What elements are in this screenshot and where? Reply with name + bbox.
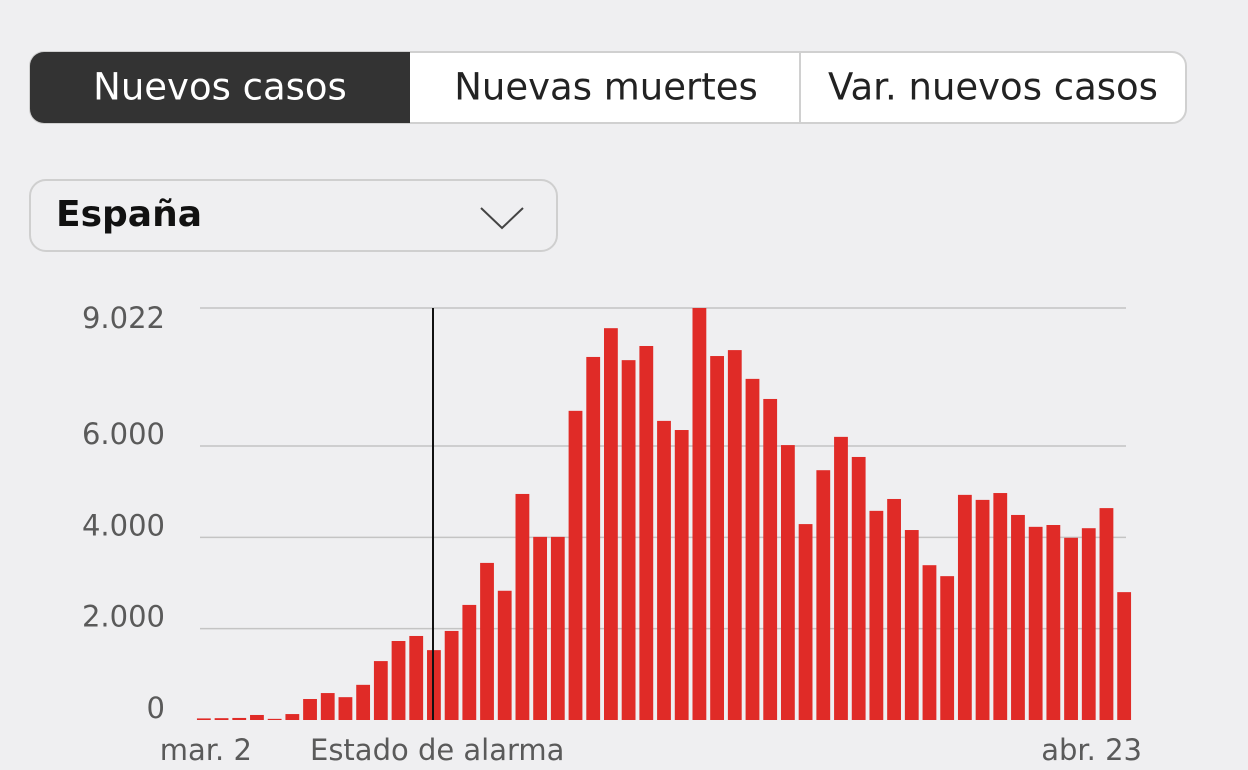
y-tick-label: 6.000: [82, 417, 165, 451]
bar: [710, 356, 724, 720]
bar: [922, 565, 937, 720]
dropdown[interactable]: España: [29, 179, 558, 252]
tab-label[interactable]: Nuevas muertes: [454, 66, 758, 109]
bar: [1099, 508, 1114, 720]
chevron: [480, 207, 524, 230]
bar: [851, 456, 866, 720]
x-tick-label: mar. 2: [160, 733, 252, 767]
bar: [1028, 526, 1043, 720]
bar: [550, 536, 565, 720]
bar: [621, 360, 636, 720]
bar: [1117, 592, 1132, 720]
bar: [887, 498, 901, 720]
bar: [1046, 525, 1061, 720]
bar: [834, 436, 848, 720]
bar: [497, 590, 512, 720]
x-tick-label: abr. 23: [1041, 733, 1142, 767]
bar: [267, 718, 282, 720]
bar: [462, 604, 477, 720]
bar: [533, 536, 548, 720]
bar: [816, 470, 831, 720]
bar: [674, 430, 689, 720]
bar: [993, 493, 1008, 720]
bar: [727, 350, 742, 720]
y-tick-label: 0: [147, 691, 165, 725]
tab[interactable]: Var. nuevos casos: [828, 66, 1158, 109]
dropdown-box[interactable]: [29, 179, 558, 252]
bar: [250, 714, 264, 720]
bar: [1011, 514, 1025, 720]
bar: [692, 308, 707, 720]
bar: [480, 562, 494, 720]
bar: [586, 356, 601, 720]
bar: [285, 714, 300, 720]
bar: [1064, 537, 1078, 720]
tab-label[interactable]: Var. nuevos casos: [828, 66, 1158, 109]
tab[interactable]: Nuevos casos: [93, 66, 347, 109]
bar: [975, 499, 990, 720]
bar: [604, 328, 618, 720]
bar: [657, 420, 671, 720]
bar: [373, 661, 388, 720]
bar: [763, 398, 778, 720]
bar: [957, 494, 972, 720]
bar: [940, 576, 955, 720]
y-tick-label: 4.000: [82, 508, 165, 542]
bar: [798, 524, 813, 720]
bar: [232, 717, 247, 720]
bar: [745, 378, 760, 720]
bar: [639, 345, 654, 720]
active-tab-bg: [30, 52, 410, 123]
bar: [904, 530, 919, 720]
bar: [780, 445, 795, 720]
bar: [409, 635, 424, 720]
bar: [515, 493, 530, 720]
bar: [214, 718, 229, 720]
dropdown-label[interactable]: España: [56, 194, 202, 235]
chart: 0 2.000 4.000 6.000 9.022 mar. 2 abr. 23 Estado…: [82, 301, 1142, 767]
bar: [1081, 528, 1096, 720]
bar: [320, 693, 335, 720]
tab-label[interactable]: Nuevos casos: [93, 66, 347, 109]
bar: [444, 630, 459, 720]
bar: [356, 684, 371, 720]
y-tick-label: 9.022: [82, 301, 165, 335]
bar: [196, 718, 211, 720]
bar: [869, 510, 884, 720]
bar: [338, 697, 353, 720]
tab[interactable]: Nuevas muertes: [454, 66, 758, 109]
bar: [568, 410, 583, 720]
bar: [303, 698, 317, 720]
annotation-label: Estado de alarma: [310, 733, 564, 767]
y-tick-label: 2.000: [82, 600, 165, 634]
bar: [391, 640, 406, 720]
